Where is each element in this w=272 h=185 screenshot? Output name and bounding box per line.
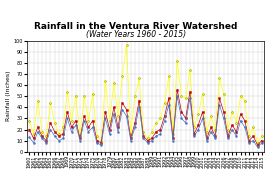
Madrecamp Canyon [125,44,128,46]
Ojai [112,106,115,108]
Ojai [32,137,35,139]
Line: Ojai: Ojai [28,89,263,146]
Ojai [176,88,179,91]
Ventura [260,142,263,144]
Madrecamp Canyon [112,82,115,84]
Ojai [209,126,213,128]
Ojai [159,128,162,131]
Madrecamp Canyon [260,135,263,137]
Y-axis label: Rainfall (Inches): Rainfall (Inches) [6,71,11,121]
Madrecamp Canyon [176,60,179,62]
Ventura [209,131,213,133]
Ojai [184,117,187,120]
Ventura [171,139,175,142]
Text: Rainfall in the Ventura River Watershed: Rainfall in the Ventura River Watershed [34,22,238,31]
Ojai [171,137,175,139]
Ventura [112,113,115,115]
Ojai [28,128,31,131]
Madrecamp Canyon [209,115,213,117]
Madrecamp Canyon [32,133,35,135]
Ventura [184,122,187,124]
Line: Ventura: Ventura [28,95,263,148]
Ventura [159,133,162,135]
Madrecamp Canyon [256,142,259,144]
Text: (Water Years 1960 - 2015): (Water Years 1960 - 2015) [86,30,186,39]
Madrecamp Canyon [28,120,31,122]
Ojai [256,144,259,146]
Line: Madrecamp Canyon: Madrecamp Canyon [28,44,263,144]
Madrecamp Canyon [163,102,166,104]
Ventura [176,95,179,97]
Ventura [256,146,259,148]
Ventura [28,136,31,138]
Ojai [260,139,263,142]
Ventura [32,142,35,144]
Madrecamp Canyon [184,97,187,100]
